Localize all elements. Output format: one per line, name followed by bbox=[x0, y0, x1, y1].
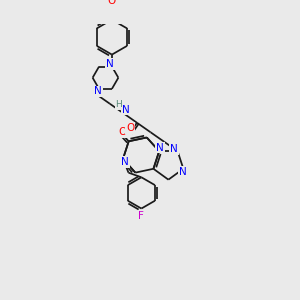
Text: N: N bbox=[121, 157, 129, 167]
Text: O: O bbox=[126, 123, 134, 133]
Text: N: N bbox=[156, 142, 164, 152]
Text: N: N bbox=[178, 167, 186, 176]
Text: N: N bbox=[94, 86, 102, 97]
Text: N: N bbox=[106, 59, 114, 69]
Text: N: N bbox=[170, 144, 178, 154]
Text: O: O bbox=[108, 0, 116, 6]
Text: H: H bbox=[116, 100, 122, 109]
Text: N: N bbox=[122, 105, 130, 115]
Text: F: F bbox=[138, 211, 144, 221]
Text: O: O bbox=[118, 128, 127, 137]
